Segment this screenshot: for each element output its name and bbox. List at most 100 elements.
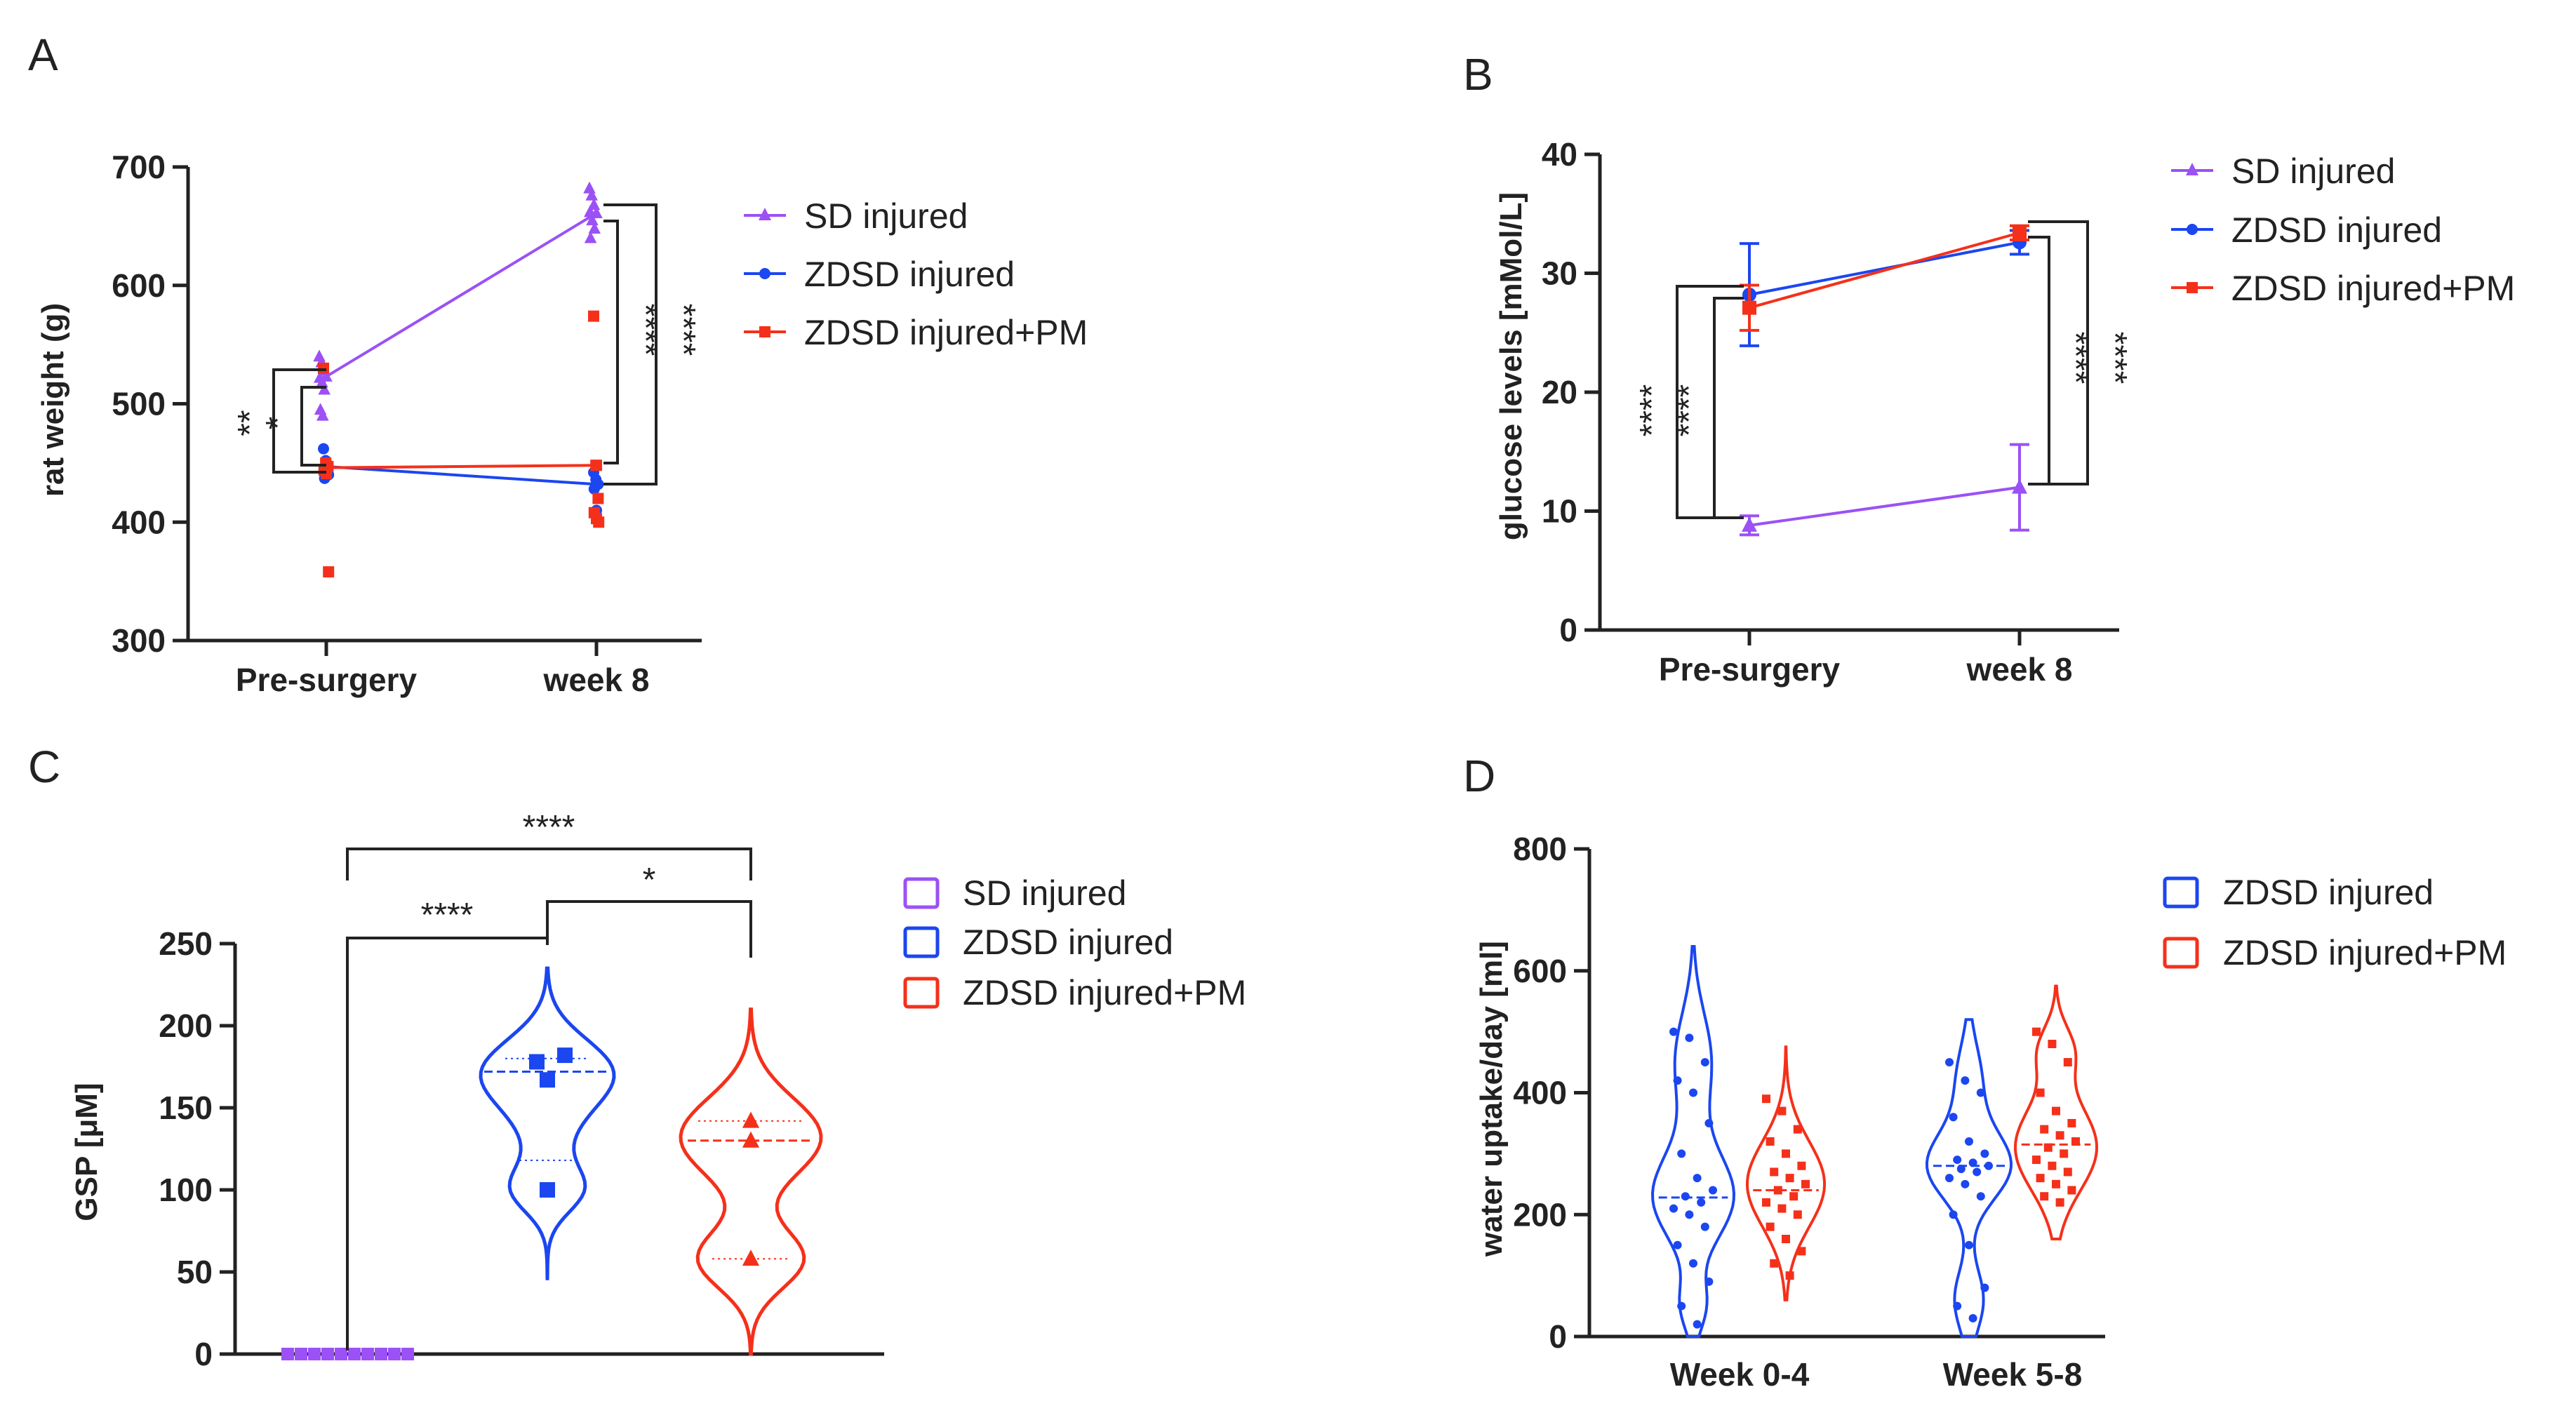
panel-c-sig-label: **** [523, 809, 575, 846]
panel-d-data-point [1785, 1174, 1794, 1183]
panel-a-data-point [323, 566, 335, 578]
legend-pm-label: ZDSD injured+PM [963, 973, 1246, 1012]
panel-c-data-point [529, 1054, 545, 1070]
panel-b-bracket [1713, 297, 1744, 519]
panel-c-data-point [540, 1072, 555, 1088]
panel-d-data-point [1762, 1094, 1770, 1104]
panel-b-ytick-label: 10 [1542, 493, 1577, 530]
panel-d-data-point [1762, 1198, 1770, 1207]
panel-a-data-point [318, 382, 331, 395]
legend-sd-label: SD injured [963, 873, 1126, 913]
panel-d-data-point [1980, 1149, 1989, 1158]
panel-c-data-point [557, 1047, 573, 1064]
panel-d-data-point [2055, 1131, 2064, 1140]
legend-pm-box [903, 977, 940, 1009]
panel-d-data-point [1961, 1076, 1970, 1085]
panel-d-data-point [1953, 1301, 1962, 1311]
panel-d-data-point [1797, 1247, 1806, 1256]
panel-d-data-point [2060, 1149, 2069, 1158]
panel-d-data-point [1770, 1167, 1779, 1177]
panel-b-mean-marker [1742, 300, 1756, 315]
panel-d-data-point [2032, 1027, 2041, 1036]
panel-d-data-point [2040, 1125, 2049, 1134]
panel-a-mean-marker [591, 478, 602, 490]
panel-b-bracket [2028, 220, 2089, 485]
legend-sd-marker [2186, 163, 2198, 175]
legend-zdsd-box [903, 926, 940, 958]
panel-d-violin [2013, 984, 2099, 1240]
panel-d-data-point [1801, 1179, 1810, 1188]
panel-a-bracket [272, 368, 326, 474]
panel-d-violin [1650, 945, 1736, 1338]
panel-a-xtick-label: Pre-surgery [236, 662, 418, 698]
panel-d-data-point [1669, 1204, 1678, 1213]
panel-a-ylabel: rat weight (g) [36, 303, 70, 497]
panel-d-data-point [1773, 1186, 1782, 1195]
panel-d-data-point [1973, 1167, 1982, 1177]
panel-b-legend: SD injured ZDSD injured ZDSD injured+PM [2171, 152, 2515, 308]
panel-b-bracket [2028, 236, 2050, 485]
legend-zdsd-marker [2187, 224, 2198, 235]
panel-d-data-point [1793, 1125, 1802, 1134]
panel-d-data-point [1669, 1027, 1678, 1036]
panel-c-data-point [401, 1348, 414, 1360]
panel-d-data-point [1945, 1058, 1954, 1067]
panel-c-ytick-label: 150 [159, 1090, 213, 1126]
panel-d-ytick-label: 0 [1549, 1318, 1567, 1355]
panel-d-data-point [1777, 1204, 1787, 1213]
panel-a-data-point [318, 362, 329, 374]
panel-d-data-point [1704, 1118, 1714, 1127]
panel-c-legend: SD injured ZDSD injured ZDSD injured+PM [903, 873, 1246, 1012]
panel-d-violin [1925, 1018, 2013, 1338]
legend-sd-marker [759, 208, 771, 220]
panel-b-sig-label: **** [1634, 384, 1671, 437]
panel-d-data-point [2036, 1174, 2045, 1183]
panel-d-data-point [1673, 1076, 1682, 1085]
panel-d-ytick-label: 400 [1513, 1075, 1567, 1111]
panel-d-data-point [1789, 1192, 1798, 1201]
panel-d-data-point [1956, 1165, 1966, 1174]
panel-d-data-point [1681, 1192, 1690, 1201]
panel-d-data-point [1700, 1222, 1709, 1231]
panel-a-mean-marker [590, 206, 603, 219]
panel-d-data-point [1677, 1149, 1686, 1158]
legend-pm-box [2163, 937, 2199, 969]
panel-d-ytick-label: 200 [1513, 1196, 1567, 1233]
panel-a-bracket [603, 203, 658, 485]
panel-b-sig-label: **** [1671, 384, 1708, 437]
panel-d-data-point [2043, 1143, 2053, 1152]
panel-d-data-point [1766, 1137, 1775, 1146]
legend-pm-marker [2187, 282, 2198, 293]
panel-d-data-point [2032, 1156, 2041, 1165]
panel-d-data-point [1704, 1277, 1714, 1286]
panel-c-bracket [346, 848, 752, 880]
panel-a-data-point [588, 310, 599, 322]
panel-a-sig-label: **** [627, 304, 664, 356]
panel-d-data-point [2052, 1179, 2060, 1188]
panel-c-sig-label: **** [421, 897, 474, 934]
panel-a-series-line [325, 212, 598, 378]
panel-b-mean-marker [2012, 478, 2027, 494]
panel-c-data-point [281, 1348, 294, 1360]
panel-d-data-point [1782, 1235, 1790, 1243]
panel-a-bracket [300, 386, 326, 467]
panel-b-ytick-label: 0 [1559, 612, 1577, 648]
panel-c-label: C [28, 742, 60, 792]
panel-d-data-point [1945, 1174, 1954, 1183]
panel-d-data-point [1949, 1210, 1958, 1219]
panel-c-data-point [308, 1348, 321, 1360]
panel-d-data-point [2071, 1137, 2080, 1146]
panel-a-data-point [583, 181, 596, 194]
panel-d-data-point [1677, 1301, 1686, 1311]
legend-pm-label: ZDSD injured+PM [804, 313, 1088, 352]
panel-b-ylabel: glucose levels [mMol/L] [1494, 192, 1528, 540]
panel-d-data-point [2048, 1040, 2057, 1048]
panel-c-data-point [742, 1250, 760, 1266]
panel-a-data-point [592, 493, 604, 504]
panel-d-data-point [1770, 1259, 1779, 1268]
